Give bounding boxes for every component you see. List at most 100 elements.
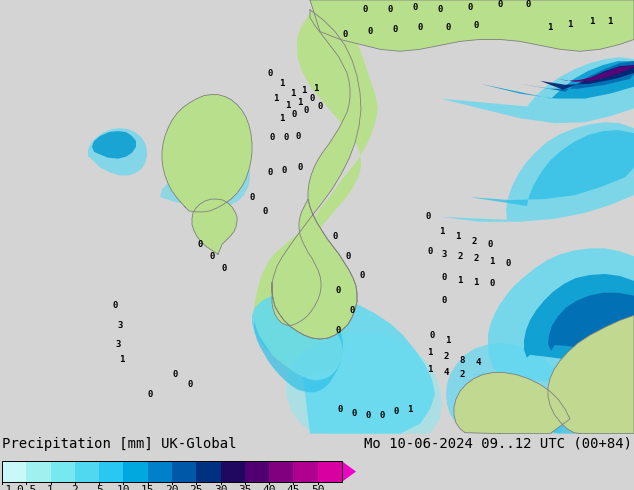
- Text: 0: 0: [335, 286, 340, 295]
- Text: 4: 4: [476, 358, 481, 367]
- Text: 20: 20: [165, 485, 179, 490]
- Text: 0: 0: [417, 23, 423, 32]
- Polygon shape: [548, 316, 634, 434]
- Text: 1: 1: [280, 114, 285, 123]
- Text: 2: 2: [459, 370, 465, 379]
- Bar: [269, 461, 294, 482]
- Polygon shape: [540, 65, 634, 90]
- Text: Precipitation [mm] UK-Global: Precipitation [mm] UK-Global: [2, 437, 236, 451]
- Polygon shape: [520, 61, 634, 92]
- Polygon shape: [454, 372, 570, 434]
- Text: 2: 2: [457, 252, 463, 261]
- Text: 0: 0: [317, 102, 323, 111]
- Polygon shape: [310, 0, 634, 51]
- Bar: [197, 461, 221, 482]
- Text: 0: 0: [427, 247, 432, 256]
- Text: 0: 0: [359, 271, 365, 280]
- Text: 0: 0: [365, 412, 371, 420]
- Text: 0: 0: [441, 296, 447, 305]
- Text: 2: 2: [471, 237, 477, 246]
- Polygon shape: [254, 240, 343, 392]
- Text: 1: 1: [297, 98, 302, 107]
- Text: 0: 0: [488, 240, 493, 249]
- Bar: [124, 461, 148, 482]
- Text: 0: 0: [283, 133, 288, 143]
- Text: 1: 1: [290, 89, 295, 98]
- Text: 10: 10: [117, 485, 130, 490]
- Bar: [26, 461, 51, 482]
- Text: 45: 45: [287, 485, 300, 490]
- Bar: [294, 461, 318, 482]
- Text: 1: 1: [547, 23, 553, 32]
- Polygon shape: [440, 57, 634, 123]
- Polygon shape: [454, 372, 570, 434]
- Text: 0: 0: [351, 410, 357, 418]
- Text: 0: 0: [249, 193, 255, 201]
- Text: 0: 0: [393, 408, 399, 416]
- Text: 0: 0: [281, 166, 287, 175]
- Text: 1: 1: [445, 336, 451, 344]
- Polygon shape: [272, 10, 361, 339]
- Text: 0: 0: [221, 264, 227, 272]
- Bar: [51, 461, 75, 482]
- Text: 0: 0: [362, 5, 368, 14]
- Text: 0: 0: [445, 23, 451, 32]
- Text: 0.1: 0.1: [0, 485, 12, 490]
- Text: 15: 15: [141, 485, 155, 490]
- Text: 0: 0: [297, 163, 302, 172]
- Text: 0: 0: [309, 94, 314, 103]
- Polygon shape: [440, 122, 634, 222]
- Text: 1: 1: [280, 79, 285, 88]
- Text: 1: 1: [313, 84, 319, 93]
- Text: 3: 3: [115, 341, 120, 349]
- Text: 1: 1: [439, 227, 444, 236]
- Polygon shape: [192, 199, 237, 254]
- Text: 1: 1: [285, 101, 290, 110]
- Text: 25: 25: [190, 485, 203, 490]
- Text: 0: 0: [342, 30, 347, 39]
- Text: 0: 0: [349, 306, 354, 315]
- Text: 0: 0: [526, 0, 531, 9]
- Text: 0: 0: [474, 21, 479, 30]
- Text: 1: 1: [455, 232, 461, 241]
- Text: 0: 0: [295, 131, 301, 141]
- Text: 0: 0: [429, 331, 435, 340]
- Polygon shape: [470, 248, 634, 382]
- Text: 4: 4: [443, 368, 449, 377]
- Text: 1: 1: [47, 485, 54, 490]
- Text: 1: 1: [590, 17, 595, 26]
- Bar: [221, 461, 245, 482]
- Polygon shape: [558, 65, 634, 82]
- Text: 5: 5: [96, 485, 103, 490]
- Polygon shape: [88, 128, 147, 175]
- Bar: [318, 461, 342, 482]
- Polygon shape: [254, 10, 378, 375]
- Text: 0: 0: [505, 259, 511, 268]
- Polygon shape: [540, 355, 634, 434]
- Text: 8: 8: [459, 356, 465, 365]
- Polygon shape: [162, 95, 252, 212]
- Text: 1: 1: [407, 406, 413, 415]
- Text: 3: 3: [117, 321, 123, 330]
- Polygon shape: [548, 316, 634, 434]
- Text: 0: 0: [303, 106, 309, 115]
- Text: 1: 1: [457, 276, 463, 285]
- Text: 0: 0: [337, 405, 343, 414]
- Text: 0: 0: [367, 27, 373, 36]
- Text: 50: 50: [311, 485, 325, 490]
- Polygon shape: [524, 274, 634, 360]
- Text: 0: 0: [147, 390, 153, 399]
- Text: 0: 0: [441, 273, 447, 282]
- Bar: [99, 461, 124, 482]
- Text: 0: 0: [197, 240, 203, 249]
- Text: 1: 1: [489, 257, 495, 266]
- Polygon shape: [548, 293, 634, 351]
- Text: 0: 0: [392, 25, 398, 34]
- Bar: [148, 461, 172, 482]
- Polygon shape: [162, 95, 252, 212]
- Text: 1: 1: [427, 365, 432, 374]
- Text: 0.5: 0.5: [16, 485, 36, 490]
- Text: 0: 0: [172, 370, 178, 379]
- Text: 2: 2: [474, 254, 479, 263]
- Text: 1: 1: [301, 86, 307, 95]
